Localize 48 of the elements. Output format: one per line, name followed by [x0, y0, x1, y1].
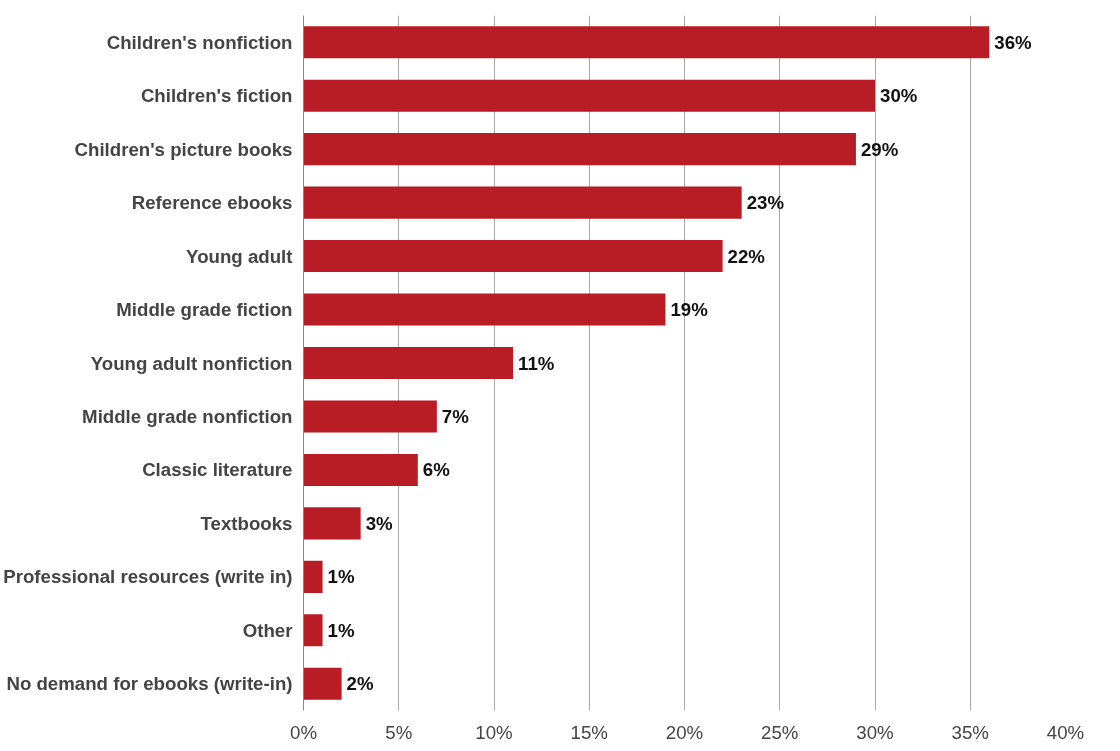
data-label: 23% [746, 192, 785, 214]
bar [303, 400, 437, 433]
y-tick-label: Young adult [186, 245, 293, 267]
bar [303, 453, 418, 486]
data-label: 22% [727, 245, 766, 267]
bar [303, 186, 742, 219]
data-label: 19% [670, 299, 709, 321]
bar [303, 346, 514, 380]
y-tick-label: Other [242, 619, 293, 641]
y-tick-label: Children's fiction [140, 85, 293, 107]
bar [303, 79, 875, 112]
y-tick-label: Young adult nonfiction [90, 352, 293, 374]
data-label: 11% [518, 352, 555, 374]
y-tick-label: Middle grade nonfiction [82, 405, 293, 427]
bar [303, 560, 323, 593]
data-label: 30% [880, 85, 918, 107]
y-tick-label: Professional resources (write in) [3, 566, 293, 588]
x-tick-label: 10% [475, 721, 513, 743]
data-label: 2% [346, 673, 374, 695]
bar [303, 667, 342, 700]
y-tick-label: No demand for ebooks (write-in) [6, 673, 293, 695]
bar [303, 293, 666, 326]
data-label: 36% [994, 31, 1033, 53]
bar [303, 133, 856, 166]
data-label: 29% [860, 138, 899, 160]
x-tick-label: 35% [951, 721, 989, 743]
x-tick-label: 40% [1046, 721, 1085, 743]
data-label: 1% [327, 566, 355, 588]
y-tick-label: Reference ebooks [131, 192, 293, 214]
x-tick-label: 20% [665, 721, 704, 743]
x-tick-label: 0% [290, 721, 317, 743]
y-tick-label: Classic literature [142, 459, 293, 481]
x-tick-label: 15% [570, 721, 608, 743]
bar [303, 26, 990, 59]
x-tick-label: 30% [856, 721, 894, 743]
bar [303, 507, 361, 540]
x-tick-label: 25% [761, 721, 799, 743]
y-tick-label: Textbooks [200, 512, 293, 534]
bar [303, 614, 323, 647]
data-label: 1% [327, 619, 355, 641]
bar [303, 240, 723, 273]
data-label: 7% [441, 405, 470, 427]
y-tick-label: Children's picture books [74, 138, 293, 160]
x-tick-label: 5% [385, 721, 413, 743]
data-label: 3% [365, 512, 394, 534]
data-label: 6% [422, 459, 451, 481]
y-tick-label: Children's nonfiction [106, 31, 293, 53]
y-tick-label: Middle grade fiction [116, 299, 293, 321]
